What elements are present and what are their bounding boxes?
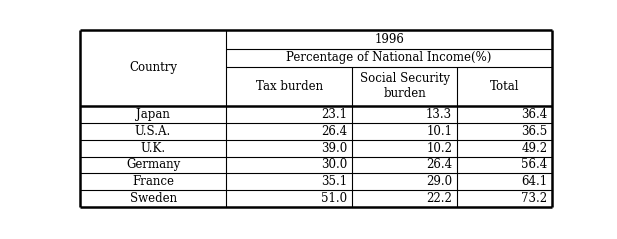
Text: U.S.A.: U.S.A.	[135, 125, 171, 138]
Text: 64.1: 64.1	[521, 175, 547, 188]
Text: 13.3: 13.3	[426, 108, 452, 121]
Text: 36.4: 36.4	[521, 108, 547, 121]
Text: 35.1: 35.1	[321, 175, 347, 188]
Text: 29.0: 29.0	[426, 175, 452, 188]
Text: 30.0: 30.0	[321, 158, 347, 171]
Text: Japan: Japan	[136, 108, 170, 121]
Text: 56.4: 56.4	[521, 158, 547, 171]
Text: 36.5: 36.5	[521, 125, 547, 138]
Text: U.K.: U.K.	[141, 141, 165, 155]
Text: Sweden: Sweden	[130, 192, 176, 205]
Text: 26.4: 26.4	[321, 125, 347, 138]
Text: 1996: 1996	[374, 33, 404, 46]
Text: Tax burden: Tax burden	[255, 80, 323, 93]
Text: Total: Total	[490, 80, 520, 93]
Text: Country: Country	[129, 61, 177, 75]
Text: 23.1: 23.1	[321, 108, 347, 121]
Text: 26.4: 26.4	[426, 158, 452, 171]
Text: Percentage of National Income(%): Percentage of National Income(%)	[286, 51, 492, 65]
Text: Germany: Germany	[126, 158, 180, 171]
Text: 73.2: 73.2	[521, 192, 547, 205]
Text: France: France	[132, 175, 174, 188]
Text: 49.2: 49.2	[521, 141, 547, 155]
Text: 10.1: 10.1	[426, 125, 452, 138]
Text: 22.2: 22.2	[426, 192, 452, 205]
Text: 39.0: 39.0	[321, 141, 347, 155]
Text: 51.0: 51.0	[321, 192, 347, 205]
Text: 10.2: 10.2	[426, 141, 452, 155]
Text: Social Security
burden: Social Security burden	[360, 72, 450, 100]
